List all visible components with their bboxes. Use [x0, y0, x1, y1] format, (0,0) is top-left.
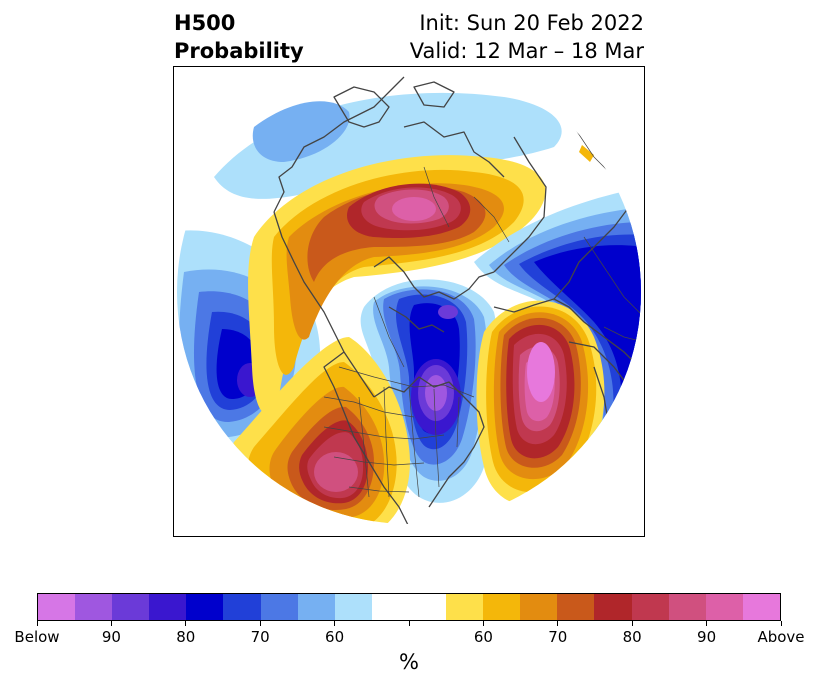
- anomaly-below-north-atlantic: [474, 187, 641, 477]
- colorbar-tick: [482, 621, 484, 626]
- colorbar-swatch: [483, 594, 521, 620]
- colorbar-swatch: [557, 594, 595, 620]
- coastlines: [273, 76, 641, 524]
- colorbar-tick: [557, 621, 559, 626]
- map-title-variable: H500 Probability: [174, 11, 304, 63]
- anomaly-above-western-atlantic: [476, 300, 605, 506]
- colorbar-swatch: [631, 594, 669, 620]
- colorbar-swatch: [520, 594, 558, 620]
- colorbar-tick: [706, 621, 708, 626]
- colorbar-swatch: [334, 594, 372, 620]
- colorbar-swatch: [149, 594, 187, 620]
- colorbar-swatch: [186, 594, 224, 620]
- colorbar-swatch: [408, 594, 447, 620]
- colorbar-swatch: [38, 594, 76, 620]
- colorbar-tick-label: 80: [622, 628, 642, 646]
- colorbar-tick-label: 90: [697, 628, 717, 646]
- colorbar-unit-label: %: [399, 650, 419, 674]
- colorbar-swatch: [742, 594, 780, 620]
- map-title-dates: Init: Sun 20 Feb 2022 Valid: 12 Mar – 18…: [409, 11, 644, 63]
- colorbar-tick: [185, 621, 187, 626]
- colorbar-tick: [408, 621, 410, 626]
- colorbar-swatch: [223, 594, 261, 620]
- colorbar-tick-label: 80: [176, 628, 196, 646]
- colorbar-tick-label: 60: [473, 628, 493, 646]
- political-boundaries: [323, 126, 641, 498]
- colorbar-tick-label: 90: [101, 628, 121, 646]
- probability-map: [173, 66, 645, 537]
- anomaly-above-small-patch: [579, 145, 594, 162]
- colorbar-tick-label: Below: [14, 628, 60, 646]
- colorbar-swatch: [705, 594, 743, 620]
- colorbar-swatch: [260, 594, 298, 620]
- colorbar-tick-label: 70: [250, 628, 270, 646]
- colorbar-swatch: [75, 594, 113, 620]
- colorbar-swatch: [668, 594, 706, 620]
- colorbar-swatch: [594, 594, 632, 620]
- colorbar-tick-label: 70: [548, 628, 568, 646]
- colorbar-tick-label: Above: [757, 628, 805, 646]
- colorbar-tick: [780, 621, 782, 626]
- anomaly-below-arctic: [214, 92, 562, 199]
- colorbar-swatch: [446, 594, 484, 620]
- colorbar-tick: [110, 621, 112, 626]
- probability-colorbar: [37, 593, 781, 621]
- colorbar-swatch: [371, 594, 409, 620]
- anomaly-above-northern-canada: [248, 155, 546, 414]
- colorbar-tick: [36, 621, 38, 626]
- colorbar-swatch: [297, 594, 335, 620]
- colorbar-tick: [334, 621, 336, 626]
- colorbar-tick-label: 60: [325, 628, 345, 646]
- colorbar-swatch: [112, 594, 150, 620]
- colorbar-tick: [259, 621, 261, 626]
- colorbar-tick: [631, 621, 633, 626]
